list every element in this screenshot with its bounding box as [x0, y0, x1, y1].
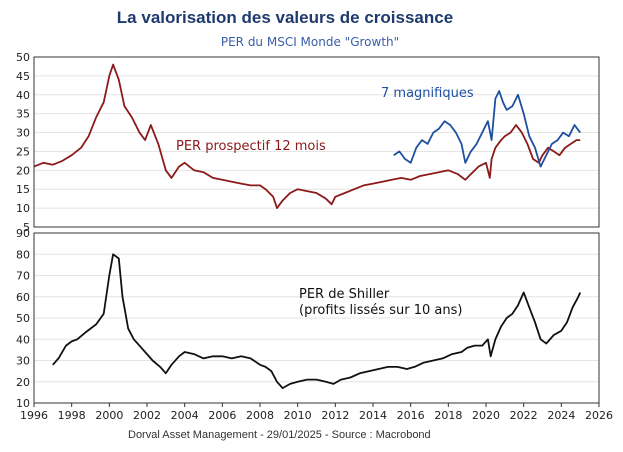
x-tick-label: 1996	[20, 409, 48, 422]
top-y-tick-label: 40	[16, 89, 30, 102]
forward-pe-label: PER prospectif 12 mois	[176, 139, 326, 154]
bottom-plot-frame	[33, 232, 600, 404]
x-tick-label: 2008	[246, 409, 274, 422]
x-tick-label: 2014	[359, 409, 387, 422]
top-y-tick-label: 10	[16, 202, 30, 215]
x-tick-label: 2004	[171, 409, 199, 422]
x-tick-label: 2026	[585, 409, 613, 422]
forward-pe-panel: 5 10 15 20 25 30 35 40 45 50 PER prospectif 12 mo…	[16, 51, 600, 234]
x-tick-label: 2006	[208, 409, 236, 422]
bottom-y-tick-label: 40	[16, 333, 30, 346]
forward-pe-line	[33, 63, 581, 209]
top-y-tick-label: 50	[16, 51, 30, 64]
chart-title: La valorisation des valeurs de croissanc…	[117, 8, 453, 27]
shiller-pe-panel: 10 20 30 40 50 60 70 80 90 PER de Shiller (profi…	[16, 227, 600, 410]
source-footer: Dorval Asset Management - 29/01/2025 - S…	[128, 429, 431, 441]
magnificent-7-label: 7 magnifiques	[381, 86, 474, 101]
x-tick-label: 2020	[472, 409, 500, 422]
x-tick-label: 2022	[510, 409, 538, 422]
top-y-tick-label: 5	[23, 221, 30, 234]
bottom-y-tick-label: 80	[16, 248, 30, 261]
magnificent-7-line	[393, 90, 581, 168]
chart-subtitle: PER du MSCI Monde "Growth"	[221, 35, 399, 49]
bottom-y-tick-label: 30	[16, 355, 30, 368]
x-tick-label: 2016	[397, 409, 425, 422]
x-tick-label: 2018	[434, 409, 462, 422]
shiller-pe-label: PER de Shiller	[299, 287, 390, 302]
bottom-y-tick-label: 10	[16, 397, 30, 410]
x-axis-ticks: 1996 1998 2000 2002 2004 2006 2008 2010 2012 2014…	[20, 403, 613, 422]
x-tick-label: 1998	[58, 409, 86, 422]
bottom-y-axis-ticks: 10 20 30 40 50 60 70 80 90	[16, 227, 30, 410]
top-plot-frame	[33, 56, 600, 228]
shiller-pe-line	[52, 253, 582, 389]
top-y-tick-label: 35	[16, 108, 30, 121]
top-y-tick-label: 25	[16, 145, 30, 158]
bottom-y-tick-label: 60	[16, 291, 30, 304]
x-tick-label: 2002	[133, 409, 161, 422]
bottom-y-tick-label: 90	[16, 227, 30, 240]
bottom-y-tick-label: 70	[16, 270, 30, 283]
x-tick-label: 2012	[321, 409, 349, 422]
top-y-axis-ticks: 5 10 15 20 25 30 35 40 45 50	[16, 51, 30, 234]
shiller-pe-sublabel: (profits lissés sur 10 ans)	[299, 303, 462, 318]
x-tick-label: 2024	[547, 409, 575, 422]
top-y-tick-label: 20	[16, 164, 30, 177]
bottom-y-tick-label: 50	[16, 312, 30, 325]
bottom-y-tick-label: 20	[16, 376, 30, 389]
top-y-tick-label: 45	[16, 70, 30, 83]
top-y-tick-label: 30	[16, 127, 30, 140]
x-tick-label: 2010	[284, 409, 312, 422]
top-y-tick-label: 15	[16, 183, 30, 196]
x-tick-label: 2000	[95, 409, 123, 422]
